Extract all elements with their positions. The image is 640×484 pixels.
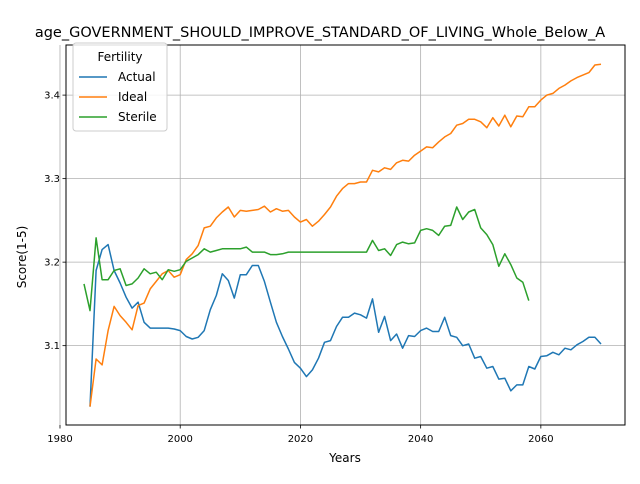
y-tick-label: 3.4 [44,91,60,102]
x-tick-label: 2020 [288,434,313,445]
x-tick-label: 2040 [408,434,433,445]
legend-label: Sterile [118,110,157,124]
legend-title: Fertility [97,50,142,64]
legend-label: Actual [118,70,156,84]
series-line-sterile [83,206,530,312]
series-line-actual [89,243,602,407]
y-axis-ticks: 3.1 3.2 3.3 3.4 [44,91,66,352]
y-tick-label: 3.2 [44,258,60,269]
plot-frame [65,44,626,426]
x-axis-ticks: 1980 2000 2020 2040 2060 [47,425,554,445]
series-line-ideal [89,63,602,407]
legend-item-ideal: Ideal [79,90,147,104]
legend-box [72,42,168,132]
x-axis-label: Years [328,451,361,465]
grid [59,45,625,425]
y-tick-label: 3.3 [44,174,60,185]
legend-items: Actual Ideal Sterile [79,70,157,124]
legend-item-actual: Actual [79,70,156,84]
x-tick-label: 2000 [167,434,192,445]
x-tick-label: 1980 [47,434,72,445]
x-tick-label: 2060 [528,434,553,445]
series-lines [83,63,602,407]
chart-title: age_GOVERNMENT_SHOULD_IMPROVE_STANDARD_O… [35,25,605,41]
legend: Fertility Actual Ideal Sterile [72,42,168,132]
y-tick-label: 3.1 [44,341,60,352]
legend-label: Ideal [118,90,147,104]
y-axis-label: Score(1-5) [15,226,29,289]
legend-item-sterile: Sterile [79,110,157,124]
